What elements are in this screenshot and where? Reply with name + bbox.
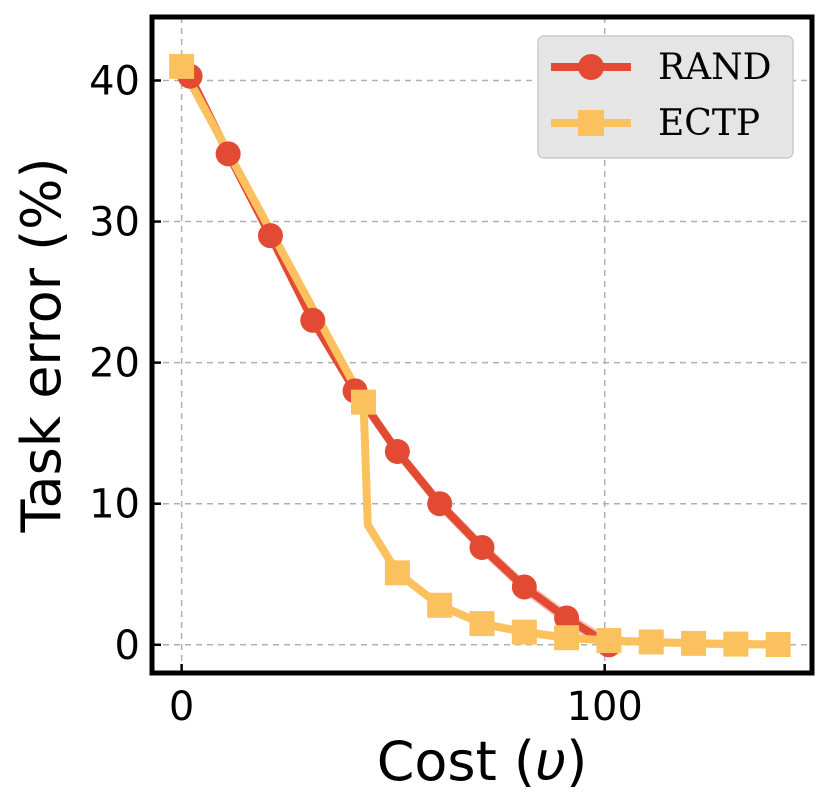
point-ectp [596, 628, 622, 654]
y-tick-label: 40 [89, 58, 140, 104]
point-rand [384, 439, 410, 465]
point-rand [554, 605, 580, 631]
point-ectp [681, 630, 707, 656]
legend-marker-ectp [578, 110, 604, 136]
x-axis-label-prefix: Cost ( [377, 730, 535, 793]
point-ectp [638, 629, 664, 655]
x-axis-label-suffix: ) [566, 730, 587, 793]
legend-marker-rand [578, 54, 604, 80]
point-ectp [765, 632, 791, 658]
axis-ticks: 0 100 0 10 20 30 40 [89, 58, 643, 730]
line-rand [186, 72, 613, 649]
legend-label-rand: RAND [658, 47, 771, 88]
y-tick-label: 0 [115, 623, 140, 669]
point-rand [257, 223, 283, 249]
y-tick-label: 30 [89, 200, 140, 246]
point-ectp [723, 631, 749, 657]
point-rand [427, 491, 453, 517]
x-axis-label-symbol: υ [535, 730, 566, 793]
y-tick-label: 10 [89, 482, 140, 528]
legend-label-ectp: ECTP [658, 103, 760, 144]
point-ectp [427, 592, 453, 618]
y-axis-label: Task error (%) [10, 157, 73, 533]
series-markers [169, 53, 791, 658]
point-ectp [351, 389, 377, 415]
legend: RAND ECTP [537, 35, 794, 159]
point-ectp [384, 560, 410, 586]
point-ectp [169, 53, 195, 79]
point-rand [469, 534, 495, 560]
point-rand [300, 307, 326, 333]
point-rand [215, 141, 241, 167]
point-rand [511, 574, 537, 600]
x-tick-label: 100 [567, 684, 643, 730]
x-axis-label: Cost (υ) [377, 730, 588, 793]
y-tick-label: 20 [89, 341, 140, 387]
point-ectp [554, 625, 580, 651]
plot-frame [149, 14, 815, 676]
x-tick-label: 0 [169, 684, 194, 730]
point-ectp [469, 611, 495, 637]
point-ectp [511, 619, 537, 645]
